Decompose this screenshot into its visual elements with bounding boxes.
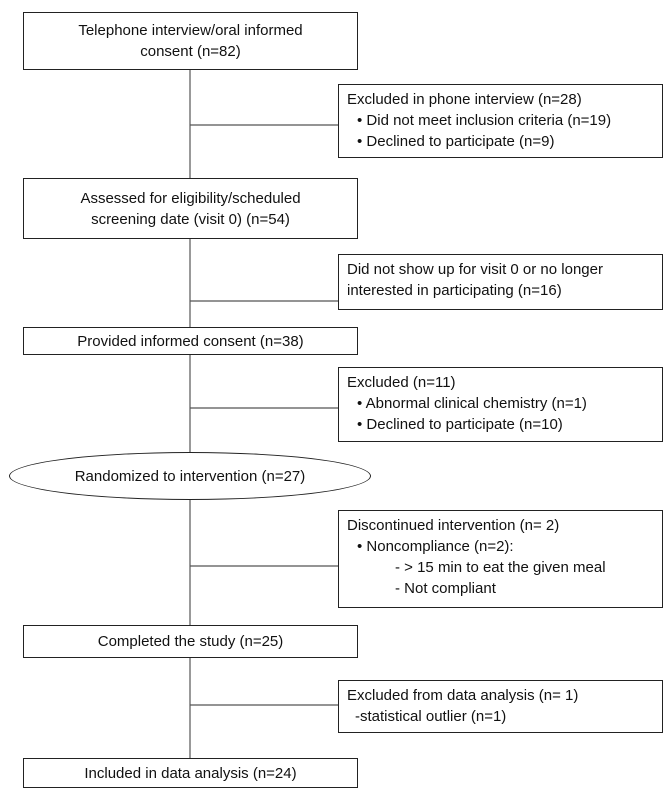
included-analysis-box: Included in data analysis (n=24)	[23, 758, 358, 788]
included-label: Included in data analysis (n=24)	[84, 764, 297, 782]
randomized-oval: Randomized to intervention (n=27)	[9, 452, 371, 500]
randomized-label: Randomized to intervention (n=27)	[74, 467, 306, 485]
consent-label: Provided informed consent (n=38)	[77, 332, 304, 350]
noshow-line2: interested in participating (n=16)	[347, 282, 562, 299]
assessed-line2: screening date (visit 0) (n=54)	[91, 210, 290, 228]
excluded-item-1: • Abnormal clinical chemistry (n=1)	[357, 395, 587, 412]
phone-exclusion-title: Excluded in phone interview (n=28)	[347, 91, 582, 108]
telephone-line1: Telephone interview/oral informed	[78, 22, 303, 39]
completed-study-box: Completed the study (n=25)	[23, 625, 358, 658]
assessed-line1: Assessed for eligibility/scheduled	[80, 189, 301, 207]
analysis-exclusion-box: Excluded from data analysis (n= 1) -stat…	[338, 680, 663, 733]
phone-exclusion-item-1: • Did not meet inclusion criteria (n=19)	[357, 112, 612, 129]
phone-exclusion-box: Excluded in phone interview (n=28) • Did…	[338, 84, 663, 158]
noshow-exclusion-box: Did not show up for visit 0 or no longer…	[338, 254, 663, 310]
noshow-line1: Did not show up for visit 0 or no longer	[347, 261, 603, 278]
discontinued-title: Discontinued intervention (n= 2)	[347, 517, 560, 534]
discontinued-subitem-2: - Not compliant	[395, 580, 496, 597]
telephone-interview-box: Telephone interview/oral informed consen…	[23, 12, 358, 70]
discontinued-box: Discontinued intervention (n= 2) • Nonco…	[338, 510, 663, 608]
excluded-box: Excluded (n=11) • Abnormal clinical chem…	[338, 367, 663, 442]
analysis-exclusion-item: -statistical outlier (n=1)	[355, 708, 507, 725]
discontinued-subitem-1: - > 15 min to eat the given meal	[395, 559, 606, 576]
informed-consent-box: Provided informed consent (n=38)	[23, 327, 358, 355]
analysis-exclusion-title: Excluded from data analysis (n= 1)	[347, 687, 579, 704]
completed-label: Completed the study (n=25)	[97, 633, 284, 650]
discontinued-item: • Noncompliance (n=2):	[357, 538, 514, 555]
telephone-line2: consent (n=82)	[140, 43, 241, 60]
excluded-title: Excluded (n=11)	[347, 374, 456, 391]
phone-exclusion-item-2: • Declined to participate (n=9)	[357, 133, 555, 150]
excluded-item-2: • Declined to participate (n=10)	[357, 416, 563, 433]
assessed-eligibility-box: Assessed for eligibility/scheduled scree…	[23, 178, 358, 239]
